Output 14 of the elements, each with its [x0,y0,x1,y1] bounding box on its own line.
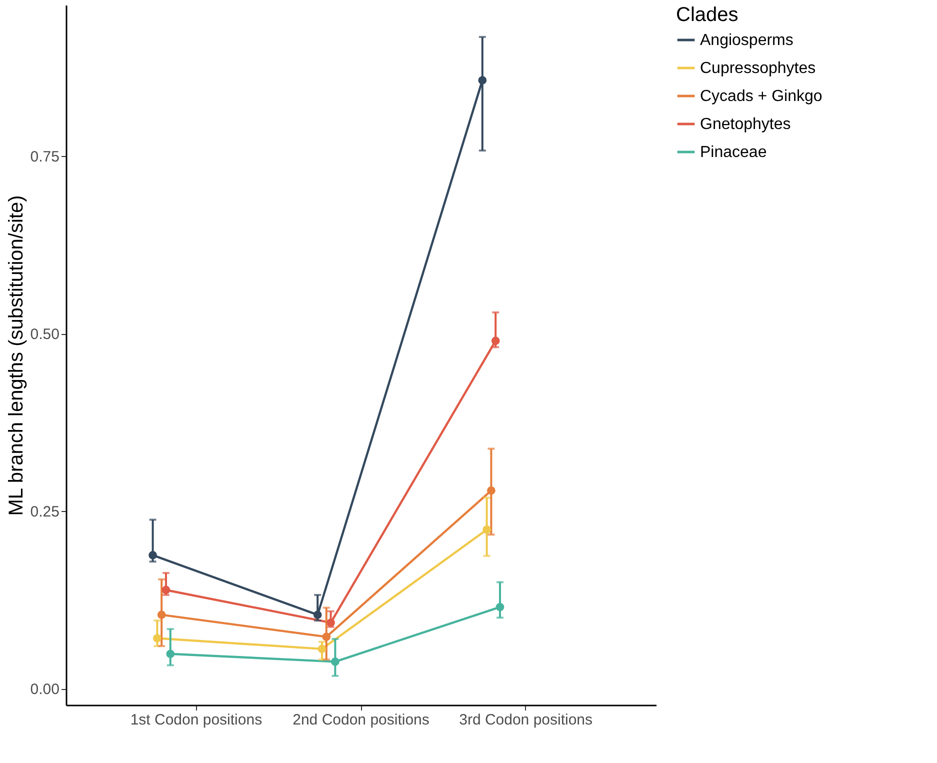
legend-label: Cupressophytes [700,60,816,77]
legend-label: Gnetophytes [700,116,791,133]
y-tick-label: 0.00 [30,681,60,698]
y-axis-title: ML branch lengths (substitution/site) [5,195,28,516]
legend-label: Cycads + Ginkgo [700,88,822,105]
y-tick-label: 0.50 [30,326,60,344]
x-tick-label: 3rd Codon positions [459,712,593,728]
legend-title: Clades [676,4,738,26]
x-tick-label: 2nd Codon positions [292,712,430,728]
y-tick-label: 0.75 [30,148,60,166]
x-tick-label: 1st Codon positions [130,712,262,728]
y-tick-label: 0.25 [30,504,60,521]
legend-label: Pinaceae [700,144,767,161]
legend-label: Angiosperms [700,32,794,49]
